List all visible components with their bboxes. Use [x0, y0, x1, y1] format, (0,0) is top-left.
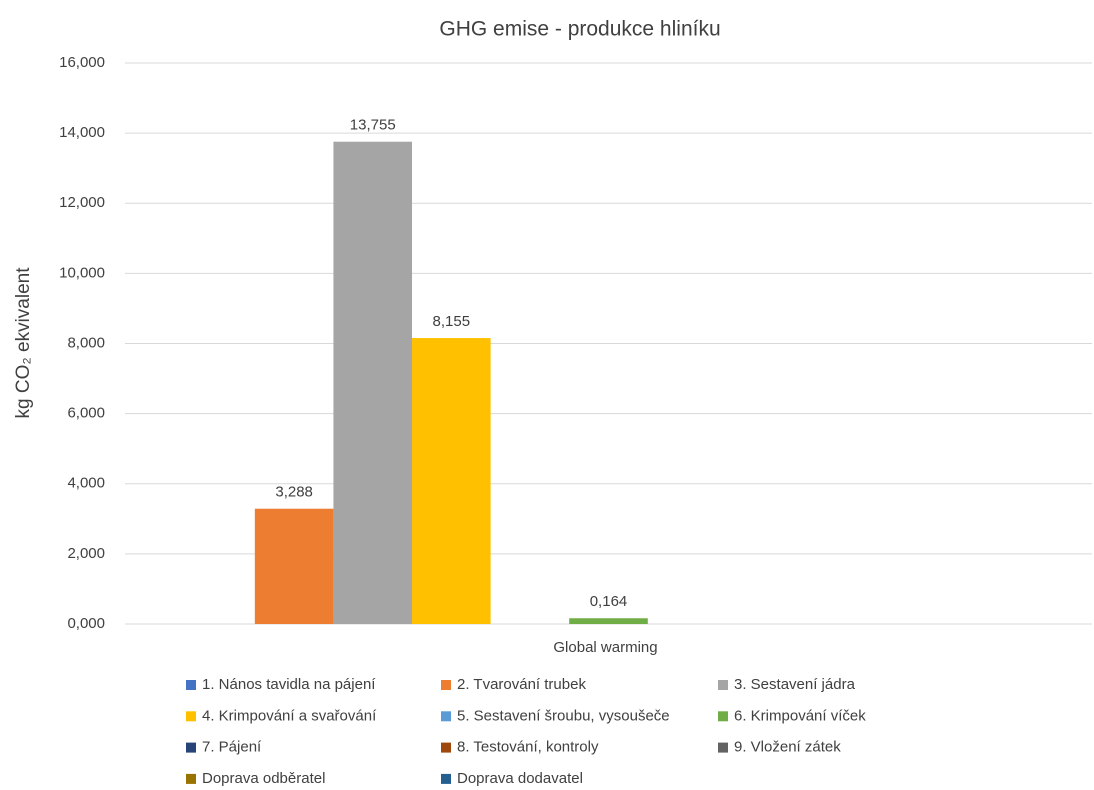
chart-title: GHG emise - produkce hliníku [439, 18, 720, 41]
data-label: 0,164 [590, 593, 628, 610]
legend-marker [718, 711, 728, 722]
y-tick-label: 8,000 [67, 334, 105, 351]
legend-marker [441, 680, 451, 690]
legend-label: Doprava odběratel [202, 770, 325, 787]
legend-marker [186, 680, 196, 690]
bar [254, 508, 334, 624]
legend-label: 5. Sestavení šroubu, vysoušeče [457, 707, 670, 724]
legend-marker [186, 742, 196, 753]
data-label: 8,155 [433, 313, 471, 330]
y-tick-label: 12,000 [59, 194, 105, 211]
legend-marker [186, 773, 196, 784]
y-tick-label: 6,000 [67, 405, 105, 422]
bar [333, 141, 413, 624]
x-tick-label: Global warming [553, 639, 657, 656]
bar [569, 618, 648, 624]
y-tick-label: 10,000 [59, 264, 105, 281]
legend-marker [441, 742, 451, 753]
y-tick-label: 14,000 [59, 124, 105, 141]
legend-label: 7. Pájení [202, 739, 262, 756]
legend-label: 6. Krimpování víček [734, 707, 866, 724]
y-tick-label: 2,000 [67, 545, 105, 562]
legend-marker [718, 742, 728, 753]
legend-marker [441, 711, 451, 722]
y-tick-label: 16,000 [59, 54, 105, 71]
data-label: 13,755 [350, 117, 396, 134]
legend-label: 3. Sestavení jádra [734, 676, 856, 693]
data-label: 3,288 [275, 484, 313, 501]
legend-marker [718, 680, 728, 690]
legend-marker [441, 773, 451, 784]
legend-label: 9. Vložení zátek [734, 739, 841, 756]
legend-label: 8. Testování, kontroly [457, 739, 599, 756]
legend-marker [186, 711, 196, 722]
bar [412, 338, 491, 624]
legend-label: 4. Krimpování a svařování [202, 707, 377, 724]
legend-label: Doprava dodavatel [457, 770, 583, 787]
y-tick-label: 0,000 [67, 615, 105, 632]
y-axis-label: kg CO₂ ekvivalent [13, 267, 34, 419]
legend-label: 2. Tvarování trubek [457, 676, 586, 693]
legend-label: 1. Nános tavidla na pájení [202, 676, 376, 693]
y-tick-label: 4,000 [67, 475, 105, 492]
